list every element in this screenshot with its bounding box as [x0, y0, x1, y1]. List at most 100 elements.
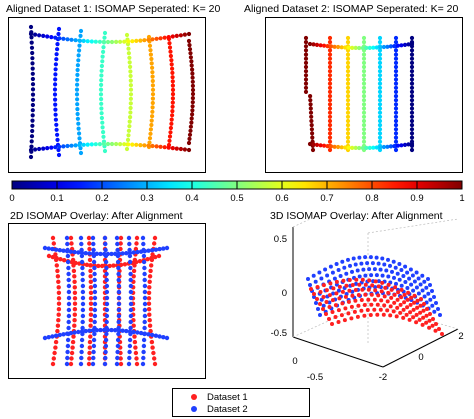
- dataset-1-point: [147, 323, 153, 328]
- dataset-1-point: [71, 334, 76, 339]
- dataset-1-point: [118, 235, 124, 241]
- dataset-1-point: [134, 361, 140, 367]
- dataset-2-point: [318, 43, 323, 48]
- dataset-1-point: [89, 39, 94, 44]
- dataset-1-point: [334, 291, 339, 296]
- dataset-1-point: [170, 87, 176, 92]
- dataset-1-point: [56, 307, 62, 312]
- dataset-1-point: [77, 131, 82, 136]
- dataset-2-point: [412, 279, 417, 284]
- dataset-2-point: [309, 114, 314, 119]
- dataset-2-point: [345, 139, 351, 144]
- dataset-1-point: [168, 49, 173, 54]
- dataset-2-point: [377, 60, 383, 65]
- dataset-1-point: [134, 356, 139, 361]
- aligned-dataset-2-plot: [303, 35, 415, 153]
- dataset-1-point: [418, 310, 423, 315]
- dataset-1-point: [30, 82, 36, 87]
- dataset-1-point: [401, 307, 406, 312]
- dataset-1-point: [133, 350, 139, 356]
- aligned-dataset-1-title: Aligned Dataset 1: ISOMAP Seperated: K= …: [6, 3, 221, 15]
- dataset-2-point: [363, 255, 368, 260]
- dataset-2-point: [42, 335, 48, 341]
- dataset-2-point: [353, 262, 358, 267]
- dataset-1-point: [388, 313, 393, 318]
- dataset-2-point: [76, 329, 81, 335]
- dataset-2-point: [346, 45, 351, 50]
- dataset-1-point: [88, 290, 94, 295]
- dataset-2-point: [392, 275, 396, 280]
- dataset-2-point: [409, 56, 415, 61]
- dataset-2-point: [395, 271, 400, 276]
- dataset-1-point: [336, 320, 341, 324]
- dataset-2-point: [345, 110, 351, 115]
- overlay-3d-title: 3D ISOMAP Overlay: After Alignment: [270, 210, 443, 222]
- dataset-2-point: [303, 56, 309, 61]
- dataset-1-point: [362, 303, 367, 307]
- dataset-1-point: [170, 92, 176, 97]
- dataset-1-point: [102, 148, 108, 154]
- dataset-1-point: [168, 125, 173, 131]
- dataset-2-point: [332, 144, 337, 149]
- dataset-1-point: [122, 262, 128, 267]
- dataset-2-point: [57, 332, 62, 338]
- dataset-1-point: [33, 147, 38, 152]
- dataset-1-point: [51, 356, 56, 361]
- dataset-2-point: [316, 307, 320, 311]
- dataset-1-point: [427, 325, 432, 330]
- dataset-2-point: [92, 271, 97, 277]
- dataset-1-point: [37, 33, 42, 38]
- dataset-1-point: [346, 311, 351, 316]
- dataset-1-point: [93, 39, 98, 44]
- dataset-2-point: [92, 319, 97, 325]
- dataset-2-point: [303, 35, 309, 41]
- dataset-2-point: [388, 44, 393, 49]
- dataset-1-point: [146, 301, 152, 306]
- dataset-2-point: [65, 249, 70, 254]
- dataset-2-point: [345, 123, 351, 128]
- dataset-1-point: [88, 263, 93, 268]
- dataset-2-point: [424, 285, 429, 290]
- dataset-2-point: [393, 110, 399, 115]
- dataset-1-point: [412, 300, 417, 305]
- dataset-2-point: [66, 283, 72, 289]
- dataset-1-point: [130, 39, 135, 44]
- colorbar-tick-label: 0.7: [320, 193, 334, 204]
- dataset-2-point: [116, 283, 122, 289]
- dataset-2-point: [68, 330, 74, 336]
- dataset-2-point: [377, 81, 383, 86]
- dataset-1-point: [167, 45, 173, 50]
- aligned-dataset-1-plot: [28, 24, 196, 160]
- dataset-2-point: [66, 313, 72, 319]
- dataset-1-point: [394, 314, 399, 319]
- dataset-2-point: [318, 143, 323, 148]
- dataset-1-point: [53, 339, 59, 345]
- dataset-1-point: [388, 304, 393, 309]
- dataset-2-point: [72, 330, 77, 335]
- dataset-1-point: [118, 142, 123, 147]
- colorbar-tick-label: 1: [459, 193, 465, 204]
- dataset-2-point: [142, 307, 148, 313]
- dataset-2-point: [432, 309, 437, 314]
- dataset-2-point: [332, 276, 337, 281]
- aligned-dataset-2-title: Aligned Dataset 2: ISOMAP Seperated: K= …: [244, 3, 459, 15]
- dataset-2-point: [91, 355, 96, 361]
- dataset-1-point: [182, 147, 187, 152]
- dataset-2-point: [307, 141, 313, 147]
- dataset-1-point: [56, 147, 61, 153]
- dataset-2-point: [382, 262, 387, 267]
- dataset-2-point: [153, 333, 159, 338]
- dataset-1-point: [88, 296, 94, 301]
- dataset-2-point: [325, 273, 330, 278]
- dataset-2-point: [402, 42, 408, 47]
- dataset-2-point: [393, 102, 399, 107]
- dataset-2-point: [393, 118, 399, 124]
- dataset-2-point: [336, 288, 341, 293]
- dataset-2-point: [319, 276, 324, 281]
- dataset-2-point: [91, 349, 96, 355]
- dataset-1-point: [56, 312, 61, 317]
- dataset-2-point: [329, 44, 334, 49]
- dataset-2-point: [393, 64, 399, 70]
- dataset-2-point: [307, 41, 313, 47]
- dataset-2-point: [142, 289, 148, 295]
